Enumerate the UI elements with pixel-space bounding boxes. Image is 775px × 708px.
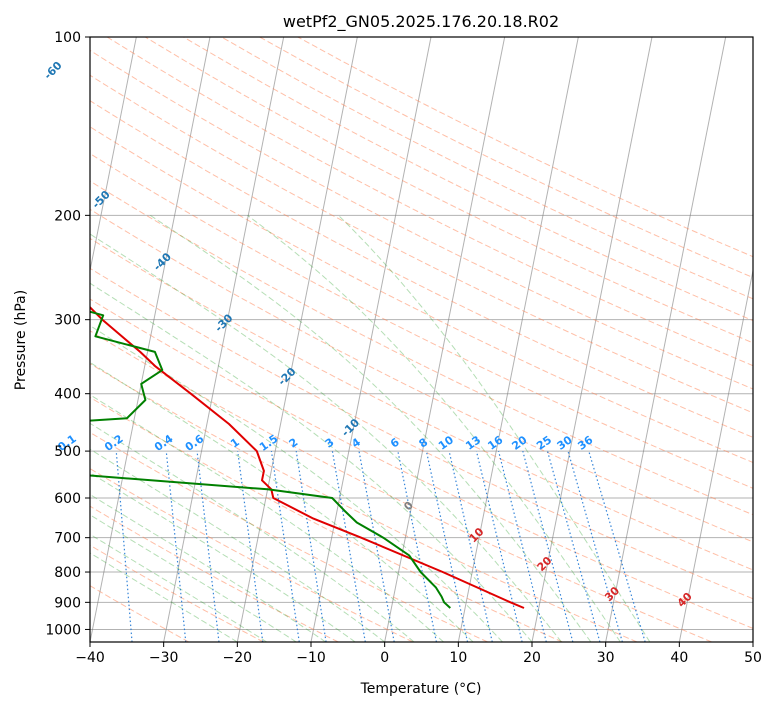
mixing-ratio-line [448, 450, 493, 642]
moist-adiabat-line [90, 448, 385, 642]
y-tick-label: 400 [54, 387, 81, 403]
x-axis-label: Temperature (°C) [360, 681, 482, 697]
dry-adiabat-line [90, 180, 753, 516]
dry-adiabat-line [90, 468, 414, 642]
dry-adiabat-line [90, 126, 753, 464]
dry-adiabat-line [90, 267, 753, 600]
temperature-profile-line [90, 305, 525, 609]
background-reference-lines [90, 37, 753, 642]
mixing-ratio-line [497, 450, 547, 642]
dry-adiabat-line [90, 152, 753, 489]
moist-adiabat-line [149, 214, 592, 642]
isotherm-line [90, 37, 211, 642]
y-tick-label: 800 [54, 565, 81, 581]
y-axis-ticks: 100 200 300 400 500 600 700 800 900 1000 [45, 30, 90, 638]
dry-adiabat-line [106, 37, 753, 367]
x-tick-label: 0 [380, 650, 389, 666]
mixing-ratio-line [237, 451, 264, 642]
dry-adiabat-line [90, 362, 638, 642]
isotherm-line [90, 37, 137, 274]
y-tick-label: 600 [54, 491, 81, 507]
mixing-ratio-line [546, 450, 601, 642]
mixing-ratio-line [425, 450, 469, 642]
mixing-ratio-line [331, 451, 366, 642]
dewpoint-profile-line [90, 310, 451, 609]
chart-title: wetPf2_GN05.2025.176.20.18.R02 [283, 12, 559, 32]
y-tick-label: 1000 [45, 622, 81, 638]
x-tick-label: 10 [449, 650, 467, 666]
x-tick-label: −40 [75, 650, 105, 666]
mixing-ratio-line [295, 451, 327, 642]
isotherm-line [163, 37, 285, 642]
isotherm-line [236, 37, 358, 642]
mixing-ratio-line [397, 450, 438, 642]
moist-adiabat-line [90, 233, 562, 642]
plot-frame [89, 36, 754, 643]
isotherm-line [384, 37, 506, 642]
dry-adiabat-line [90, 505, 339, 642]
moist-adiabat-line [90, 552, 238, 642]
isotherm-line [457, 37, 579, 642]
y-axis-label: Pressure (hPa) [13, 290, 29, 390]
moist-adiabat-line [90, 493, 326, 642]
mixing-ratio-line [475, 450, 523, 642]
y-tick-label: 700 [54, 531, 81, 547]
x-tick-label: −30 [149, 650, 179, 666]
mixing-ratio-line [588, 450, 646, 642]
y-tick-label: 300 [54, 313, 81, 329]
isotherm-line [605, 37, 727, 642]
dry-adiabat-line [90, 74, 753, 414]
dry-adiabat-line [90, 585, 190, 642]
profile-lines [90, 305, 525, 609]
moist-adiabat-line [90, 325, 503, 642]
dry-adiabat-line [90, 100, 753, 438]
plot-area [90, 37, 753, 642]
y-tick-label: 200 [54, 208, 81, 224]
moist-adiabat-line [90, 394, 444, 642]
x-tick-label: −20 [223, 650, 253, 666]
moist-adiabat-line [90, 422, 415, 642]
dry-adiabat-line [183, 37, 753, 322]
dry-adiabat-line [90, 237, 753, 571]
x-tick-label: −10 [296, 650, 326, 666]
y-tick-label: 100 [54, 30, 81, 46]
x-tick-label: 50 [744, 650, 762, 666]
isotherm-line [678, 268, 753, 642]
moist-adiabat-line [338, 214, 651, 642]
x-tick-label: 40 [670, 650, 688, 666]
mixing-ratio-line [196, 451, 220, 642]
moist-adiabat-line [90, 472, 356, 642]
mixing-ratio-line [358, 450, 395, 642]
dry-adiabat-line [221, 37, 753, 300]
dry-adiabat-line [90, 330, 712, 642]
dry-adiabat-line [90, 208, 753, 543]
y-tick-label: 900 [54, 595, 81, 611]
y-tick-label: 500 [54, 444, 81, 460]
moist-adiabat-line [247, 214, 621, 642]
mixing-ratio-line [522, 450, 574, 642]
moist-adiabat-line [90, 361, 474, 642]
x-axis-ticks: −40 −30 −20 −10 0 10 20 30 40 50 [75, 642, 762, 666]
mixing-ratio-line [270, 451, 300, 642]
dry-adiabat-line [90, 298, 753, 629]
mixing-ratio-line [567, 450, 623, 642]
moist-adiabat-line [90, 282, 533, 642]
x-tick-label: 20 [523, 650, 541, 666]
x-tick-label: 30 [597, 650, 615, 666]
